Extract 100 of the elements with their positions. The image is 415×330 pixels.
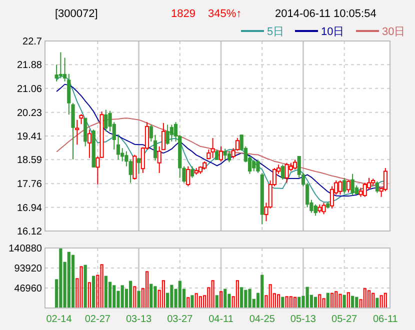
bar: [289, 296, 292, 308]
bar: [268, 284, 272, 308]
bar: [76, 278, 79, 308]
candlestick: [314, 204, 318, 216]
bar: [277, 294, 280, 308]
bar: [232, 296, 235, 308]
candlestick: [58, 52, 62, 79]
bar: [224, 288, 227, 308]
candlestick: [170, 124, 174, 142]
bar: [219, 291, 223, 308]
bar: [326, 292, 330, 308]
bar: [240, 287, 244, 308]
bar: [71, 254, 75, 308]
bar: [104, 276, 108, 308]
bar: [334, 291, 338, 308]
candlestick: [252, 159, 256, 172]
y-tick-label: 46960: [14, 284, 42, 294]
bar: [186, 297, 190, 308]
bar: [67, 252, 70, 308]
bar: [363, 288, 366, 308]
candlestick: [218, 146, 224, 162]
bar: [272, 293, 276, 308]
bar: [211, 280, 214, 308]
bar: [80, 266, 83, 308]
bar: [318, 294, 322, 308]
x-tick-label: 02-14: [46, 314, 72, 325]
bar: [384, 292, 387, 308]
x-tick-label: 03-27: [167, 314, 194, 325]
text: 1829: [171, 8, 196, 20]
bar: [372, 292, 375, 308]
candlestick: [186, 166, 190, 187]
bar: [129, 280, 132, 308]
candlestick: [256, 159, 260, 174]
bar: [376, 298, 379, 308]
bar: [236, 280, 239, 308]
candlestick: [210, 138, 215, 158]
candlestick: [338, 180, 342, 196]
y-tick-label: 17.76: [16, 179, 42, 190]
x-tick-label: 05-27: [332, 314, 358, 325]
y-tick-label: 20.23: [16, 108, 42, 119]
bar: [120, 285, 124, 308]
bar: [158, 290, 161, 308]
candlestick: [84, 118, 88, 147]
candlestick: [215, 149, 219, 160]
bar: [281, 296, 284, 308]
x-tick-label: 03-13: [126, 314, 152, 325]
bar: [338, 294, 342, 308]
y-tick-label: 18.59: [16, 155, 42, 166]
bar: [150, 284, 153, 308]
bar: [203, 295, 206, 308]
candlestick: [358, 187, 363, 198]
y-tick-label: 21.06: [16, 84, 42, 95]
bar: [359, 299, 362, 308]
candlestick: [362, 182, 367, 198]
text: 345%↑: [208, 8, 242, 20]
y-tick-label: 22.7: [22, 36, 42, 48]
candlestick: [342, 177, 346, 194]
candlestick: [87, 129, 92, 158]
y-tick-label: 16.12: [16, 226, 42, 238]
text: 2014-06-11 10:05:54: [275, 8, 376, 20]
bar: [92, 276, 96, 308]
chart-title: [300072]: [55, 8, 98, 20]
bar: [154, 286, 157, 308]
bar: [194, 293, 198, 308]
x-tick-label: 04-25: [249, 314, 276, 325]
candlestick: [132, 154, 137, 180]
legend-label: 5日: [267, 26, 284, 38]
y-tick-label: 16.94: [16, 202, 42, 214]
bar: [178, 280, 182, 308]
bar: [314, 296, 318, 308]
bar: [84, 264, 87, 308]
x-tick-label: 05-13: [290, 314, 316, 325]
bar: [285, 296, 288, 308]
y-tick-label: 140880: [8, 244, 42, 254]
candlestick: [375, 180, 379, 194]
bar: [198, 296, 202, 308]
bar: [59, 248, 62, 308]
candlestick: [136, 157, 141, 174]
bar: [355, 296, 358, 308]
candlestick: [104, 109, 108, 132]
bar: [88, 282, 91, 308]
x-tick-label: 02-27: [84, 314, 111, 325]
bar: [215, 295, 218, 308]
bar: [112, 285, 116, 308]
y-tick-label: 21.88: [16, 60, 42, 72]
bar: [170, 284, 174, 308]
candlestick: [75, 119, 80, 146]
bar: [298, 296, 301, 308]
candlestick: [350, 173, 354, 196]
bar: [248, 288, 252, 308]
bar: [190, 295, 194, 308]
bar: [380, 295, 383, 308]
bar: [330, 292, 334, 308]
x-tick-label: 06-11: [373, 314, 398, 325]
bar: [100, 264, 104, 308]
candlestick: [79, 114, 84, 125]
candlestick: [120, 148, 124, 162]
bar: [137, 290, 140, 308]
bar: [342, 294, 346, 308]
candlestick: [284, 162, 289, 184]
